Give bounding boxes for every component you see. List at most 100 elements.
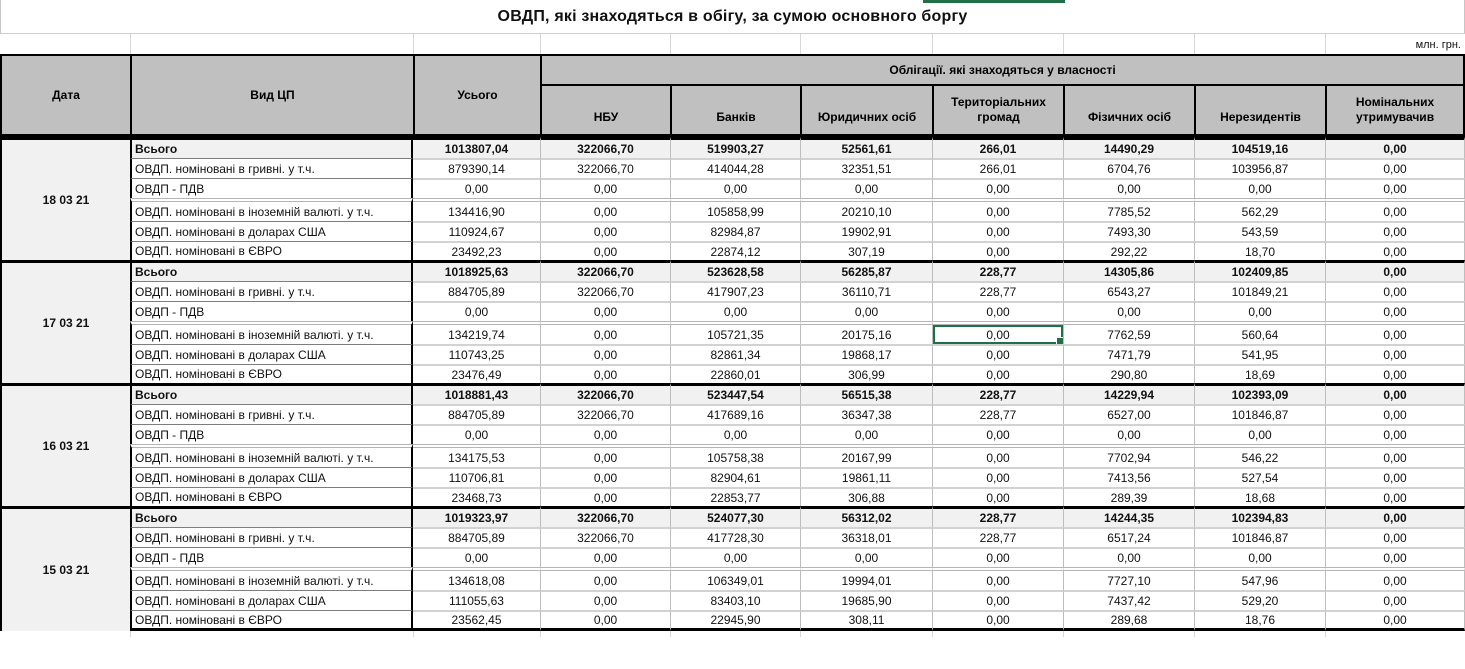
value-cell[interactable]: 0,00 — [540, 364, 670, 383]
value-cell[interactable]: 134618,08 — [413, 567, 540, 590]
value-cell[interactable]: 22874,12 — [670, 241, 800, 260]
value-cell[interactable]: 20210,10 — [800, 198, 932, 221]
row-label-cell[interactable]: ОВДП. номіновані в доларах США — [130, 467, 413, 487]
value-cell[interactable]: 0,00 — [1325, 404, 1465, 424]
value-cell[interactable]: 292,22 — [1063, 241, 1194, 260]
value-cell[interactable]: 0,00 — [1325, 467, 1465, 487]
value-cell[interactable]: 322066,70 — [540, 383, 670, 404]
header-owner-nbu[interactable]: НБУ — [540, 84, 670, 137]
value-cell[interactable]: 14244,35 — [1063, 506, 1194, 527]
value-cell[interactable]: 22860,01 — [670, 364, 800, 383]
value-cell[interactable]: 0,00 — [1063, 547, 1194, 567]
value-cell[interactable]: 228,77 — [932, 281, 1063, 301]
value-cell[interactable]: 0,00 — [670, 547, 800, 567]
header-ownership-group[interactable]: Облігації. які знаходяться у власності — [540, 54, 1465, 84]
value-cell[interactable]: 0,00 — [540, 567, 670, 590]
value-cell[interactable]: 0,00 — [413, 547, 540, 567]
value-cell[interactable]: 105858,99 — [670, 198, 800, 221]
value-cell[interactable]: 0,00 — [1325, 567, 1465, 590]
value-cell[interactable]: 0,00 — [932, 467, 1063, 487]
value-cell[interactable]: 322066,70 — [540, 506, 670, 527]
row-label-cell[interactable]: ОВДП. номіновані в ЄВРО — [130, 487, 413, 506]
value-cell[interactable]: 7727,10 — [1063, 567, 1194, 590]
value-cell[interactable]: 228,77 — [932, 383, 1063, 404]
value-cell[interactable]: 7762,59 — [1063, 321, 1194, 344]
value-cell[interactable]: 7413,56 — [1063, 467, 1194, 487]
date-cell[interactable]: 17 03 21 — [0, 260, 130, 383]
value-cell[interactable]: 322066,70 — [540, 137, 670, 158]
value-cell[interactable]: 0,00 — [1194, 547, 1325, 567]
value-cell[interactable]: 101846,87 — [1194, 527, 1325, 547]
row-label-cell[interactable]: ОВДП - ПДВ — [130, 178, 413, 198]
value-cell[interactable]: 0,00 — [1325, 198, 1465, 221]
value-cell[interactable]: 82904,61 — [670, 467, 800, 487]
value-cell[interactable]: 0,00 — [932, 610, 1063, 631]
value-cell[interactable]: 0,00 — [540, 178, 670, 198]
value-cell[interactable]: 541,95 — [1194, 344, 1325, 364]
value-cell[interactable]: 1019323,97 — [413, 506, 540, 527]
value-cell[interactable]: 0,00 — [932, 590, 1063, 610]
units-label[interactable]: млн. грн. — [1415, 39, 1461, 51]
value-cell[interactable]: 18,76 — [1194, 610, 1325, 631]
value-cell[interactable]: 0,00 — [1325, 547, 1465, 567]
value-cell[interactable]: 879390,14 — [413, 158, 540, 178]
value-cell[interactable]: 20175,16 — [800, 321, 932, 344]
value-cell[interactable]: 22853,77 — [670, 487, 800, 506]
value-cell[interactable]: 56515,38 — [800, 383, 932, 404]
value-cell[interactable]: 1018881,43 — [413, 383, 540, 404]
row-label-cell[interactable]: ОВДП. номіновані в доларах США — [130, 344, 413, 364]
value-cell[interactable]: 36110,71 — [800, 281, 932, 301]
value-cell[interactable]: 102393,09 — [1194, 383, 1325, 404]
value-cell[interactable]: 0,00 — [800, 301, 932, 321]
value-cell[interactable]: 6517,24 — [1063, 527, 1194, 547]
row-label-cell[interactable]: ОВДП. номіновані в ЄВРО — [130, 364, 413, 383]
value-cell[interactable]: 0,00 — [1325, 364, 1465, 383]
value-cell[interactable]: 0,00 — [1325, 301, 1465, 321]
value-cell[interactable]: 0,00 — [932, 198, 1063, 221]
value-cell[interactable]: 0,00 — [1325, 590, 1465, 610]
value-cell[interactable]: 6704,76 — [1063, 158, 1194, 178]
value-cell[interactable]: 18,69 — [1194, 364, 1325, 383]
header-owner-territorial-communities[interactable]: Територіальних громад — [932, 84, 1063, 137]
value-cell[interactable]: 0,00 — [800, 547, 932, 567]
value-cell[interactable]: 111055,63 — [413, 590, 540, 610]
value-cell[interactable]: 0,00 — [540, 321, 670, 344]
value-cell[interactable]: 0,00 — [540, 241, 670, 260]
header-date[interactable]: Дата — [0, 54, 130, 137]
value-cell[interactable]: 0,00 — [540, 344, 670, 364]
value-cell[interactable]: 110743,25 — [413, 344, 540, 364]
value-cell[interactable]: 884705,89 — [413, 404, 540, 424]
value-cell[interactable]: 105721,35 — [670, 321, 800, 344]
value-cell[interactable]: 14490,29 — [1063, 137, 1194, 158]
value-cell[interactable]: 228,77 — [932, 260, 1063, 281]
value-cell[interactable]: 20167,99 — [800, 444, 932, 467]
value-cell[interactable]: 0,00 — [1194, 301, 1325, 321]
value-cell[interactable]: 0,00 — [670, 178, 800, 198]
value-cell[interactable]: 82861,34 — [670, 344, 800, 364]
value-cell[interactable]: 23492,23 — [413, 241, 540, 260]
value-cell[interactable]: 0,00 — [670, 301, 800, 321]
value-cell[interactable]: 308,11 — [800, 610, 932, 631]
value-cell[interactable]: 0,00 — [1325, 383, 1465, 404]
row-label-cell[interactable]: ОВДП. номіновані в іноземній валюті. у т… — [130, 444, 413, 467]
value-cell[interactable]: 0,00 — [540, 590, 670, 610]
value-cell[interactable]: 562,29 — [1194, 198, 1325, 221]
value-cell[interactable]: 7471,79 — [1063, 344, 1194, 364]
value-cell[interactable]: 7785,52 — [1063, 198, 1194, 221]
value-cell[interactable]: 0,00 — [540, 221, 670, 241]
value-cell[interactable]: 289,39 — [1063, 487, 1194, 506]
value-cell[interactable]: 0,00 — [1063, 424, 1194, 444]
value-cell[interactable]: 23468,73 — [413, 487, 540, 506]
value-cell[interactable]: 0,00 — [1325, 137, 1465, 158]
value-cell[interactable]: 7437,42 — [1063, 590, 1194, 610]
value-cell[interactable]: 289,68 — [1063, 610, 1194, 631]
value-cell[interactable]: 0,00 — [1325, 158, 1465, 178]
value-cell[interactable]: 290,80 — [1063, 364, 1194, 383]
value-cell[interactable]: 102409,85 — [1194, 260, 1325, 281]
value-cell[interactable]: 0,00 — [932, 567, 1063, 590]
value-cell[interactable]: 884705,89 — [413, 527, 540, 547]
value-cell[interactable]: 23476,49 — [413, 364, 540, 383]
value-cell[interactable]: 0,00 — [413, 424, 540, 444]
row-label-cell[interactable]: ОВДП. номіновані в ЄВРО — [130, 241, 413, 260]
value-cell[interactable]: 547,96 — [1194, 567, 1325, 590]
